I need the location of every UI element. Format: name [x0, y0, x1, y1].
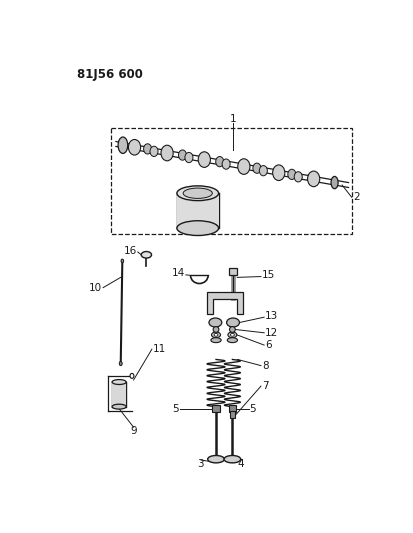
Ellipse shape	[287, 169, 295, 180]
Ellipse shape	[237, 159, 249, 174]
Ellipse shape	[183, 188, 212, 198]
Text: 14: 14	[171, 268, 185, 278]
Text: 13: 13	[264, 311, 278, 321]
Ellipse shape	[213, 327, 218, 333]
Text: 4: 4	[237, 459, 244, 469]
Ellipse shape	[229, 327, 235, 333]
Ellipse shape	[161, 145, 173, 161]
Ellipse shape	[143, 144, 151, 154]
Text: 5: 5	[171, 403, 178, 414]
Text: 2: 2	[352, 192, 359, 203]
Ellipse shape	[118, 137, 127, 154]
Ellipse shape	[176, 221, 218, 236]
Bar	[228, 268, 237, 276]
Bar	[176, 193, 218, 228]
Text: 1: 1	[229, 115, 236, 124]
Text: 16: 16	[123, 246, 136, 256]
Ellipse shape	[272, 165, 284, 181]
Ellipse shape	[223, 456, 240, 463]
Text: 3: 3	[197, 459, 204, 469]
Ellipse shape	[211, 332, 220, 338]
Ellipse shape	[141, 252, 151, 258]
Ellipse shape	[227, 338, 237, 343]
Ellipse shape	[178, 150, 186, 160]
Text: 12: 12	[264, 328, 278, 338]
Ellipse shape	[259, 166, 267, 176]
Text: 11: 11	[152, 344, 166, 354]
Text: 7: 7	[261, 381, 268, 391]
Ellipse shape	[209, 318, 221, 327]
Ellipse shape	[330, 176, 337, 189]
Ellipse shape	[112, 404, 126, 409]
Polygon shape	[207, 292, 242, 314]
Text: 15: 15	[261, 270, 275, 280]
Ellipse shape	[226, 318, 239, 327]
Ellipse shape	[294, 172, 301, 182]
Ellipse shape	[230, 334, 234, 336]
Text: 81J56 600: 81J56 600	[77, 68, 143, 80]
Ellipse shape	[252, 163, 260, 173]
Bar	[112, 382, 126, 407]
Bar	[212, 405, 219, 412]
Text: 10: 10	[88, 282, 101, 293]
Ellipse shape	[227, 332, 236, 338]
Ellipse shape	[210, 338, 221, 343]
Bar	[228, 405, 236, 412]
Text: 9: 9	[130, 426, 137, 437]
Ellipse shape	[307, 171, 319, 187]
Ellipse shape	[207, 456, 224, 463]
Ellipse shape	[150, 146, 158, 157]
Ellipse shape	[222, 159, 230, 169]
Ellipse shape	[198, 152, 210, 167]
Ellipse shape	[128, 140, 140, 155]
Ellipse shape	[176, 186, 218, 200]
Bar	[229, 411, 235, 418]
Ellipse shape	[119, 361, 122, 366]
Ellipse shape	[121, 259, 123, 263]
Text: 8: 8	[261, 361, 268, 370]
Text: 5: 5	[248, 403, 255, 414]
Ellipse shape	[130, 374, 133, 378]
Ellipse shape	[214, 334, 217, 336]
Text: 6: 6	[264, 340, 271, 350]
Ellipse shape	[215, 157, 223, 167]
Ellipse shape	[112, 379, 126, 384]
Ellipse shape	[185, 152, 192, 163]
